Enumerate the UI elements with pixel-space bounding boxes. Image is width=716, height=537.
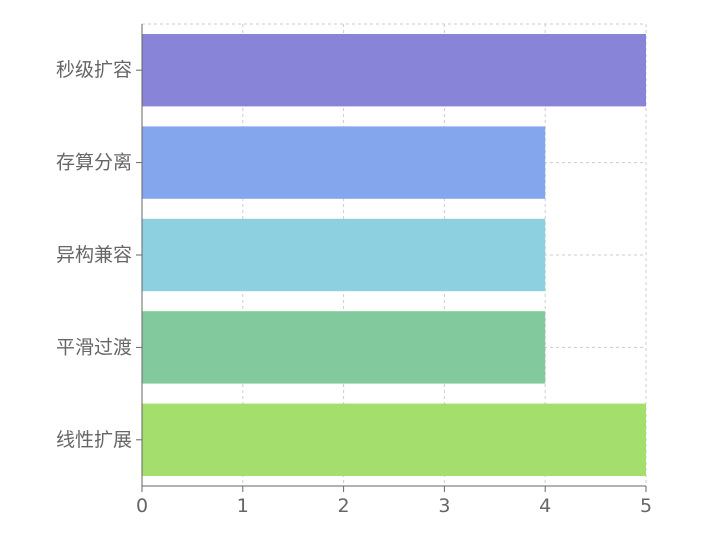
y-tick-label: 存算分离 (56, 152, 132, 174)
x-tick-label: 1 (237, 495, 249, 517)
bars (142, 34, 646, 476)
y-tick-label: 线性扩展 (56, 429, 132, 451)
bar[interactable] (142, 403, 646, 476)
x-tick-label: 4 (539, 495, 551, 517)
x-tick-label: 0 (136, 495, 148, 517)
x-tick-label: 3 (438, 495, 450, 517)
bar[interactable] (142, 34, 646, 107)
y-tick-label: 平滑过渡 (56, 336, 132, 358)
x-tick-label: 5 (640, 495, 652, 517)
bar[interactable] (142, 311, 546, 384)
bar[interactable] (142, 218, 546, 292)
y-tick-label: 异构兼容 (56, 244, 132, 266)
x-axis-ticks: 0 1 2 3 4 5 (136, 486, 652, 517)
x-tick-label: 2 (338, 495, 350, 517)
y-tick-label: 秒级扩容 (56, 59, 132, 81)
bar[interactable] (142, 126, 546, 199)
